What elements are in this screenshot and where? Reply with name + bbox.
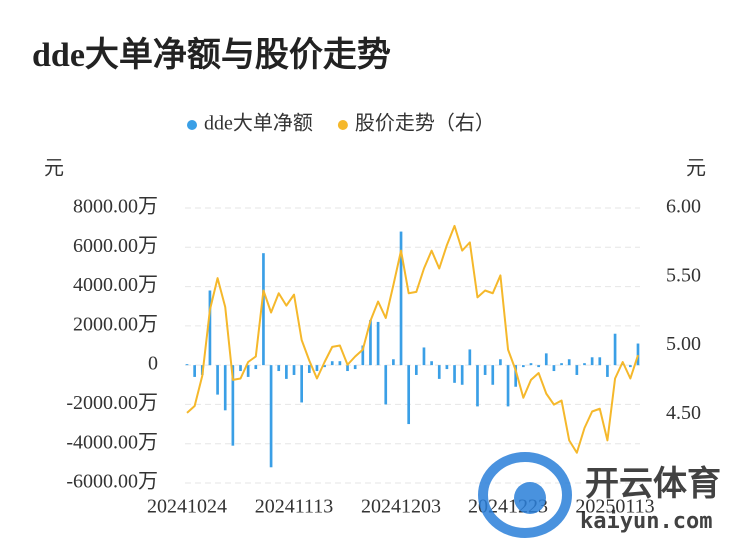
bar <box>223 365 227 411</box>
bar <box>399 231 403 366</box>
x-tick-label: 20241113 <box>255 496 334 518</box>
x-tick-label: 20241024 <box>147 496 227 518</box>
bar <box>292 365 296 375</box>
bar <box>216 365 219 395</box>
bar <box>583 363 586 366</box>
bar <box>193 365 196 377</box>
x-tick-label: 20250113 <box>575 496 654 518</box>
bar <box>185 364 189 366</box>
bar <box>430 361 433 366</box>
y-tick-label: -4000.00万 <box>66 431 158 453</box>
x-tick-label: 20241203 <box>361 496 441 518</box>
bar <box>468 349 472 366</box>
watermark-logo <box>478 452 572 538</box>
bar <box>529 363 533 366</box>
bar <box>522 365 525 368</box>
bar <box>499 359 502 366</box>
bar <box>407 365 411 425</box>
bar <box>483 365 487 375</box>
bar <box>262 253 265 366</box>
y-tick-label: 4000.00万 <box>73 274 158 296</box>
bar <box>376 321 380 366</box>
bar <box>491 365 495 385</box>
bar <box>453 365 456 383</box>
y-tick-label: -6000.00万 <box>66 471 158 493</box>
bar <box>575 365 579 375</box>
bar <box>384 365 388 405</box>
bar <box>422 347 426 366</box>
watermark: 开云体育 kaiyun.com <box>478 452 721 538</box>
bar <box>361 345 365 366</box>
legend: dde大单净额 股价走势（右） <box>187 112 495 135</box>
bar <box>567 359 571 366</box>
chart-title: dde大单净额与股价走势 <box>32 36 391 74</box>
line <box>186 224 639 454</box>
legend-label: dde大单净额 <box>204 112 313 135</box>
bar <box>414 365 418 375</box>
bar <box>437 365 441 379</box>
y-tick-label: -2000.00万 <box>66 392 158 414</box>
y2-tick-label: 4.50 <box>666 402 701 424</box>
bar <box>369 319 372 366</box>
bar <box>254 365 258 370</box>
bar <box>353 365 357 370</box>
bar <box>208 290 212 366</box>
bar <box>506 365 510 407</box>
legend-label: 股价走势（右） <box>355 112 495 135</box>
bar <box>613 333 617 366</box>
bar <box>300 365 303 403</box>
bar <box>514 365 518 387</box>
watermark-text: 开云体育 <box>585 465 721 503</box>
bar <box>560 363 563 366</box>
bar <box>269 365 273 468</box>
watermark-logo <box>514 482 546 514</box>
bar <box>476 365 479 407</box>
y2-tick-label: 6.00 <box>666 196 701 218</box>
bar <box>629 365 632 368</box>
bar <box>590 357 594 366</box>
y-tick-label: 8000.00万 <box>73 196 158 218</box>
y2-tick-label: 5.50 <box>666 264 701 286</box>
bar <box>346 365 349 372</box>
y2-tick-label: 5.00 <box>666 333 701 355</box>
bar <box>392 359 395 366</box>
bar <box>445 365 449 370</box>
legend-marker <box>337 120 348 130</box>
bar <box>330 361 334 366</box>
y-tick-label: 2000.00万 <box>73 313 158 335</box>
bar <box>277 365 281 372</box>
bar <box>323 365 326 368</box>
bar <box>636 343 640 366</box>
bar <box>544 353 548 366</box>
bar <box>307 365 311 373</box>
bar <box>537 365 540 368</box>
bar <box>246 365 250 377</box>
bar <box>239 365 242 372</box>
y2-unit: 元 <box>686 158 706 180</box>
y-tick-label: 6000.00万 <box>73 235 158 257</box>
bar <box>552 365 556 372</box>
legend-marker <box>187 120 197 130</box>
bar <box>460 365 464 385</box>
bar <box>606 365 609 377</box>
bar <box>598 357 602 366</box>
plot-area: -6000.00万 -4000.00万 -2000.00万 0 2000.00万 4000… <box>66 196 701 518</box>
bar <box>231 365 235 446</box>
y-unit: 元 <box>44 158 64 180</box>
watermark-text: kaiyun.com <box>580 509 712 534</box>
bar <box>338 361 342 366</box>
bar <box>285 365 288 379</box>
bar <box>315 365 319 372</box>
y-tick-label: 0 <box>148 353 158 375</box>
